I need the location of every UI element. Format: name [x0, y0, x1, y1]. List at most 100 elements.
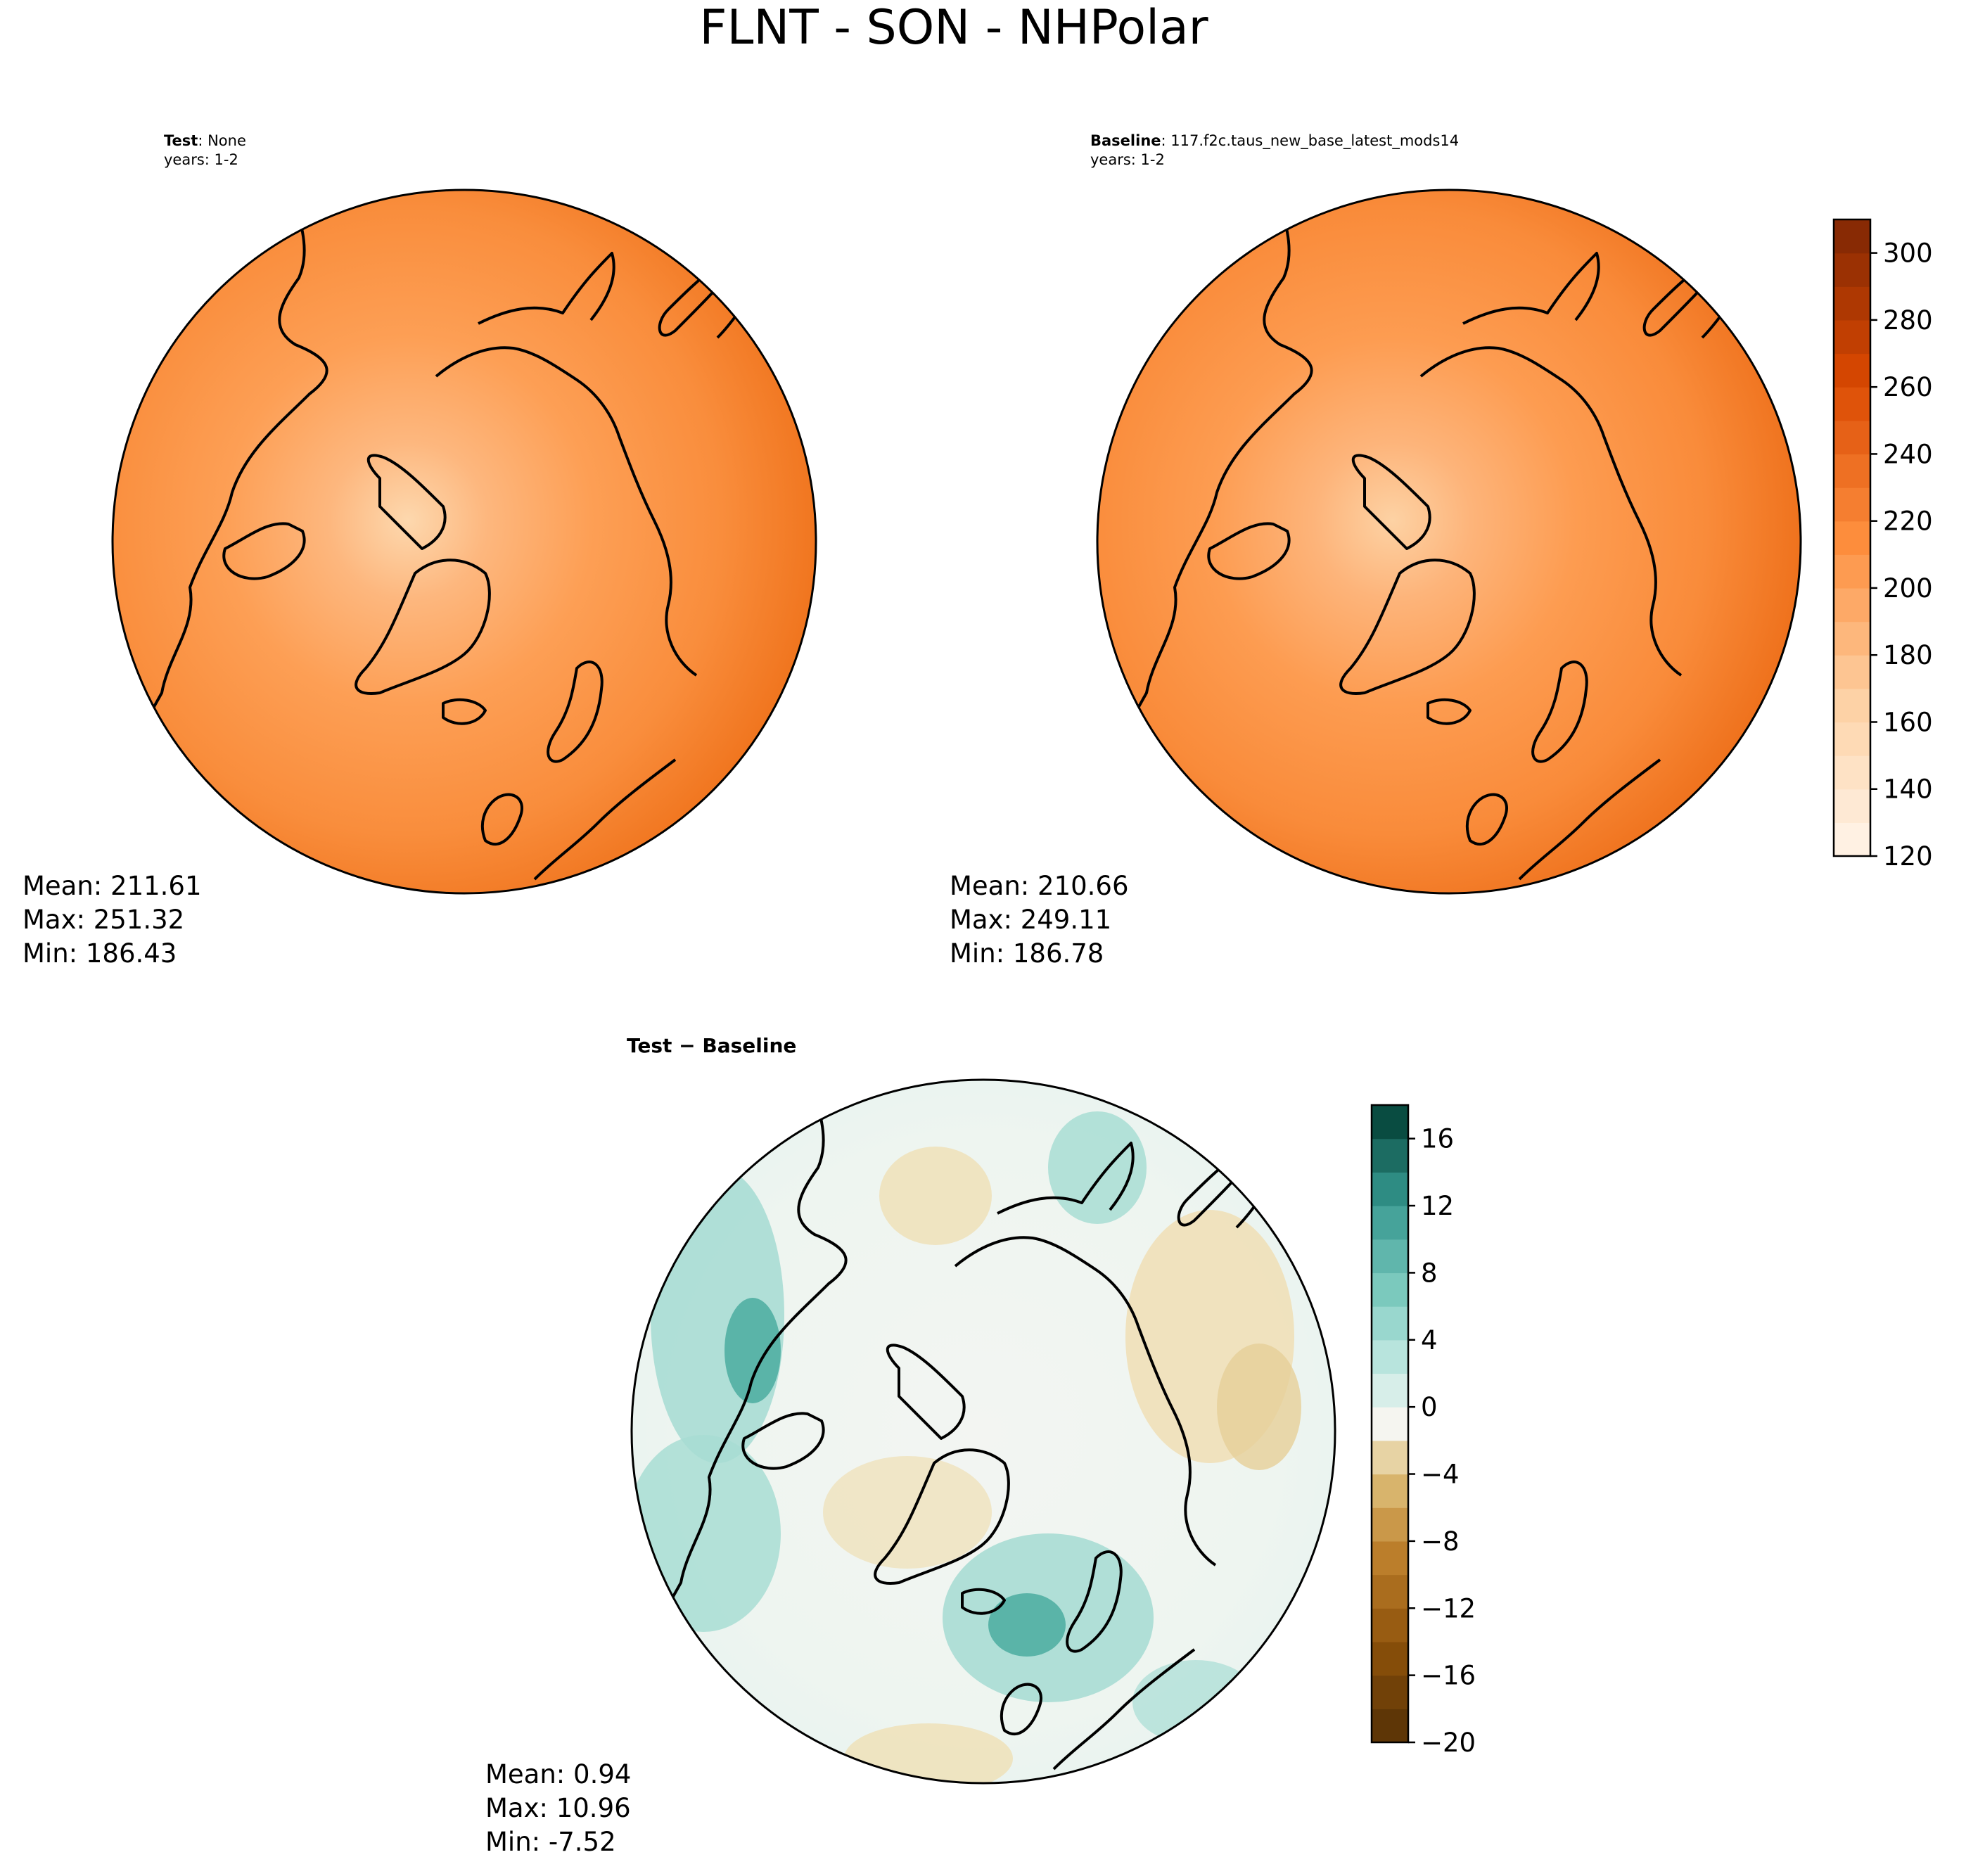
bottom-colorbar-level [1372, 1608, 1408, 1642]
test-label-rest: None [203, 132, 245, 149]
diff-coast-siberia [954, 1236, 1217, 1566]
test-coast-chukotka [478, 252, 615, 325]
baseline-label-bold: Baseline [1090, 132, 1161, 149]
baseline-panel: Baseline: 117.f2c.taus_new_base_latest_m… [950, 132, 1802, 969]
bottom-colorbar-level [1372, 1709, 1408, 1743]
top-colorbar-tick-label: 200 [1883, 573, 1933, 604]
baseline-coast-iceland [1426, 698, 1472, 725]
figure-title: FLNT - SON - NHPolar [699, 0, 1208, 56]
top-colorbar-level [1834, 353, 1870, 388]
bottom-colorbar-level [1372, 1540, 1408, 1576]
test-coast-europe [480, 758, 677, 881]
bottom-colorbar-tick-label: 8 [1421, 1258, 1438, 1288]
baseline-coast-scandinavia [1531, 661, 1588, 763]
diff-panel-title: Test − Baseline [627, 1034, 796, 1057]
baseline-coast-europe [1465, 758, 1661, 881]
bottom-colorbar-tick-label: −20 [1421, 1728, 1476, 1758]
top-colorbar-frame [1832, 218, 1872, 857]
baseline-label-sep: : [1161, 132, 1166, 149]
top-colorbar-tick-label: 120 [1883, 841, 1933, 872]
top-colorbar-level [1834, 587, 1870, 623]
bottom-colorbar-level [1372, 1507, 1408, 1542]
test-coast-greenland [355, 559, 491, 695]
diff-patch-pos-west-core [725, 1298, 781, 1403]
baseline-map-border [1096, 189, 1802, 895]
top-colorbar-level [1834, 655, 1870, 689]
diff-map-border [630, 1078, 1336, 1785]
baseline-coast-alaska [1642, 259, 1725, 337]
top-colorbar-tick-label: 140 [1883, 774, 1933, 805]
top-colorbar-level [1834, 319, 1870, 355]
top-colorbar-level [1834, 286, 1870, 321]
baseline-coast-hudson-bay [1207, 522, 1291, 580]
colorbar-bottom: −20 −16 −12 −8 −4 0 4 8 12 16 [1370, 1104, 1476, 1758]
bottom-colorbar-tick-label: 12 [1421, 1191, 1454, 1221]
diff-coast-europe [1000, 1648, 1196, 1770]
baseline-coast-siberia [1419, 346, 1683, 677]
top-colorbar-level [1834, 420, 1870, 455]
diff-coast-iceland [961, 1588, 1006, 1615]
diff-coast-scandinavia [1066, 1550, 1123, 1653]
top-colorbar-tick-label: 240 [1883, 439, 1933, 469]
diff-patch-neg-greenland [823, 1456, 992, 1569]
bottom-colorbar-level [1372, 1206, 1408, 1240]
top-colorbar-tick-label: 280 [1883, 305, 1933, 336]
baseline-stat-min: Min: 186.78 [950, 938, 1104, 969]
bottom-colorbar-level [1372, 1138, 1408, 1173]
test-panel-label: Test: None [164, 132, 246, 149]
bottom-colorbar-tick-label: 4 [1421, 1325, 1438, 1355]
bottom-colorbar-level [1372, 1373, 1408, 1408]
diff-patch-neg-north [879, 1147, 992, 1245]
test-coast-siberia [435, 346, 698, 677]
bottom-colorbar-tick-label: 0 [1421, 1392, 1438, 1422]
baseline-stat-mean: Mean: 210.66 [950, 871, 1129, 901]
test-stat-mean: Mean: 211.61 [23, 871, 202, 901]
bottom-colorbar-tick-label: −4 [1421, 1460, 1460, 1490]
test-label-bold: Test [164, 132, 198, 149]
bottom-colorbar-level [1372, 1574, 1408, 1609]
test-coast-scandinavia [547, 661, 604, 763]
diff-coast-canada [632, 1092, 848, 1671]
test-years: years: 1-2 [164, 151, 238, 168]
test-label-sep: : [198, 132, 203, 149]
top-colorbar-tick-label: 180 [1883, 640, 1933, 670]
bottom-colorbar-level [1372, 1440, 1408, 1475]
baseline-coastlines [1097, 203, 1746, 881]
top-colorbar-level [1834, 789, 1870, 823]
top-colorbar-level [1834, 822, 1870, 857]
diff-stat-mean: Mean: 0.94 [485, 1759, 631, 1789]
baseline-coast-arctic-islands [1351, 454, 1431, 550]
bottom-colorbar-level [1372, 1407, 1408, 1441]
diff-patch-neg-east-core [1217, 1344, 1301, 1470]
diff-panel: Test − Baseline [485, 1034, 1336, 1857]
bottom-colorbar-level [1372, 1675, 1408, 1709]
baseline-coast-chukotka [1462, 252, 1600, 325]
bottom-colorbar-level [1372, 1474, 1408, 1508]
diff-coast-hudson-bay [741, 1412, 825, 1470]
diff-map [632, 1080, 1335, 1783]
baseline-label-rest: 117.f2c.taus_new_base_latest_mods14 [1166, 132, 1460, 150]
top-colorbar-level [1834, 688, 1870, 723]
top-colorbar-level [1834, 521, 1870, 555]
top-colorbar-level [1834, 454, 1870, 488]
bottom-colorbar-tick-label: −12 [1421, 1593, 1476, 1623]
baseline-stat-max: Max: 249.11 [950, 905, 1111, 935]
bottom-colorbar-level [1372, 1641, 1408, 1676]
diff-coast-chukotka [997, 1142, 1135, 1215]
test-coast-hudson-bay [222, 522, 306, 580]
top-colorbar-level [1834, 722, 1870, 756]
bottom-colorbar-tick-label: −8 [1421, 1526, 1460, 1557]
top-colorbar-level [1834, 253, 1870, 287]
baseline-map [1097, 190, 1801, 893]
test-stat-min: Min: 186.43 [23, 938, 177, 969]
bottom-colorbar-frame [1370, 1104, 1410, 1744]
bottom-colorbar-level [1372, 1105, 1408, 1140]
top-colorbar-tick-label: 300 [1883, 238, 1933, 269]
diff-stat-min: Min: -7.52 [485, 1827, 616, 1857]
bottom-colorbar-level [1372, 1339, 1408, 1374]
top-colorbar-tick-label: 160 [1883, 707, 1933, 737]
diff-coast-greenland [874, 1448, 1010, 1585]
top-colorbar-level [1834, 554, 1870, 589]
top-colorbar-level [1834, 387, 1870, 421]
